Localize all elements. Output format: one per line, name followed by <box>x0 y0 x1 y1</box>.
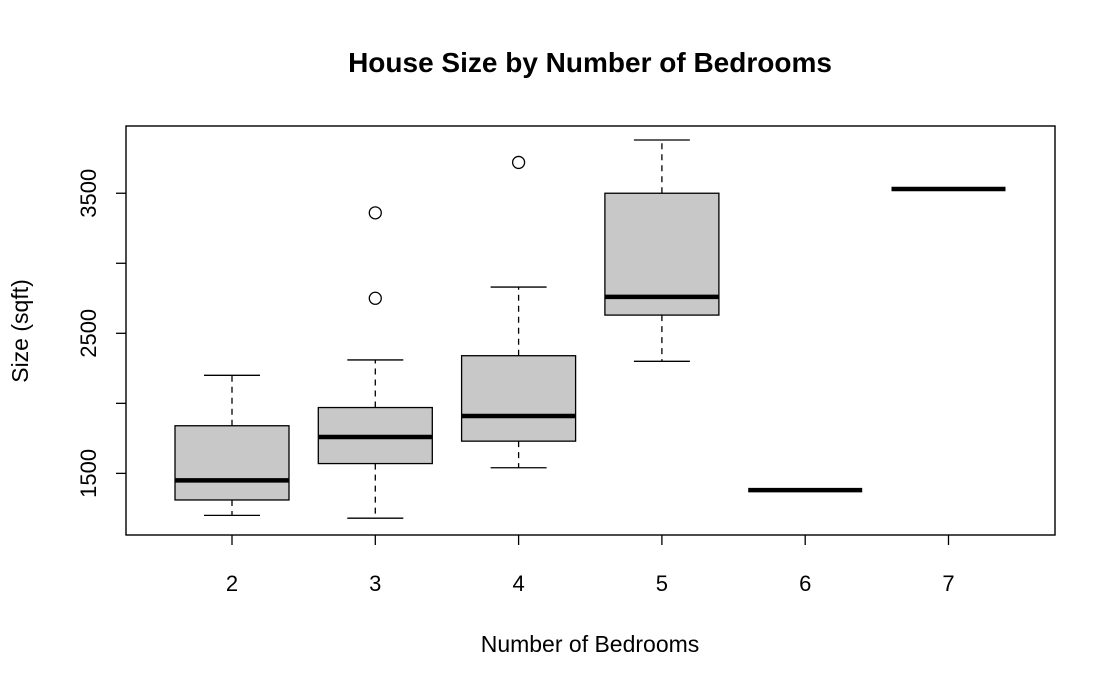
x-axis-label: Number of Bedrooms <box>481 631 700 657</box>
plot-frame <box>125 125 1056 536</box>
x-tick-label: 6 <box>799 571 811 596</box>
x-tick-label: 2 <box>226 571 238 596</box>
x-tick-label: 4 <box>512 571 524 596</box>
box-4 <box>460 155 577 469</box>
chart-title: House Size by Number of Bedrooms <box>348 47 832 78</box>
x-axis: 2 3 4 5 6 7 <box>226 535 955 596</box>
x-tick-label: 7 <box>942 571 954 596</box>
x-tick-label: 3 <box>369 571 381 596</box>
y-tick-label: 2500 <box>76 309 101 358</box>
outlier-point <box>368 291 382 305</box>
y-axis: 1500 2500 3500 <box>76 169 126 498</box>
box-2 <box>174 374 290 517</box>
outlier-point <box>368 206 382 220</box>
box-iqr <box>460 355 577 442</box>
box-5 <box>604 139 720 362</box>
x-tick-label: 5 <box>656 571 668 596</box>
box-iqr <box>174 425 290 501</box>
y-tick-label: 3500 <box>76 169 101 218</box>
outlier-point <box>511 155 526 170</box>
y-tick-label: 1500 <box>76 449 101 498</box>
box-3 <box>317 206 433 519</box>
y-axis-label: Size (sqft) <box>7 279 33 383</box>
chart-marks <box>174 139 1006 519</box>
